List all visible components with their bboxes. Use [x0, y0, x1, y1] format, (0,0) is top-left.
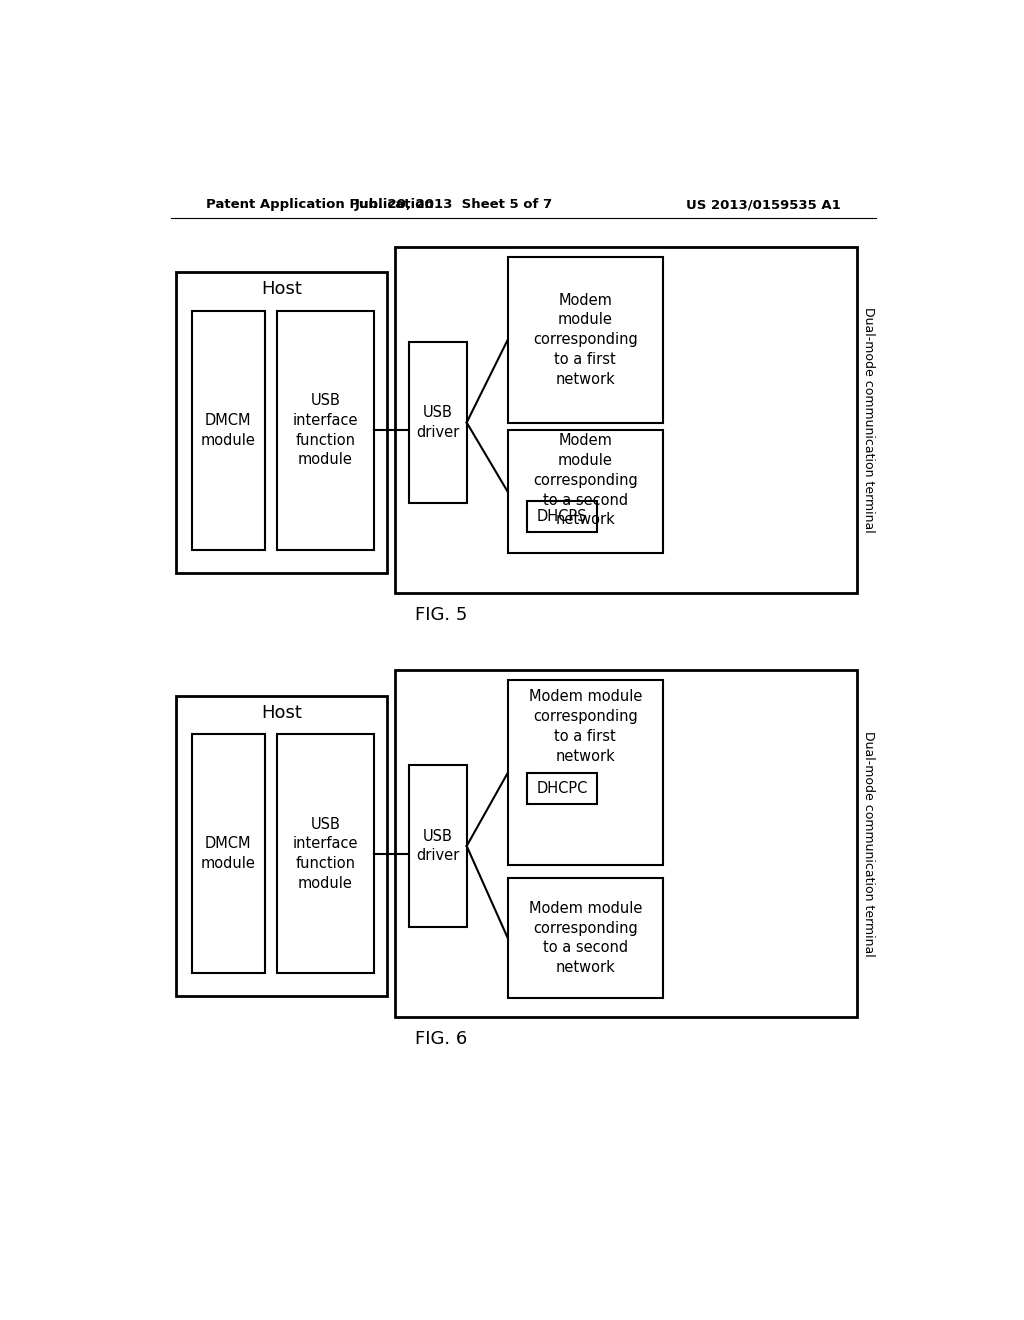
Bar [527, 774, 597, 804]
Bar [508, 681, 663, 866]
Bar [409, 342, 467, 503]
Bar [395, 671, 856, 1016]
Text: Modem module
corresponding
to a second
network: Modem module corresponding to a second n… [528, 900, 642, 975]
Bar [191, 312, 265, 549]
Bar [276, 312, 374, 549]
Bar [527, 502, 597, 532]
Bar [176, 696, 387, 997]
Bar [395, 247, 856, 594]
Text: Jun. 20, 2013  Sheet 5 of 7: Jun. 20, 2013 Sheet 5 of 7 [354, 198, 553, 211]
Text: US 2013/0159535 A1: US 2013/0159535 A1 [686, 198, 841, 211]
Text: USB
interface
function
module: USB interface function module [293, 393, 358, 467]
Text: Modem
module
corresponding
to a first
network: Modem module corresponding to a first ne… [532, 293, 638, 387]
Bar [276, 734, 374, 973]
Text: Host: Host [261, 704, 302, 722]
Text: USB
interface
function
module: USB interface function module [293, 817, 358, 891]
Text: DMCM
module: DMCM module [201, 413, 256, 447]
Text: USB
driver: USB driver [416, 405, 459, 440]
Text: USB
driver: USB driver [416, 829, 459, 863]
Text: Patent Application Publication: Patent Application Publication [206, 198, 433, 211]
Text: DMCM
module: DMCM module [201, 837, 256, 871]
Bar [191, 734, 265, 973]
Text: Dual-mode communication terminal: Dual-mode communication terminal [862, 308, 876, 533]
Text: Modem module
corresponding
to a first
network: Modem module corresponding to a first ne… [528, 689, 642, 764]
Bar [409, 766, 467, 927]
Text: DHCPS: DHCPS [537, 510, 587, 524]
Text: FIG. 6: FIG. 6 [415, 1030, 467, 1048]
Text: Modem
module
corresponding
to a second
network: Modem module corresponding to a second n… [532, 433, 638, 528]
Bar [508, 878, 663, 998]
Bar [176, 272, 387, 573]
Bar [508, 257, 663, 422]
Text: DHCPC: DHCPC [537, 780, 588, 796]
Bar [508, 430, 663, 553]
Text: Host: Host [261, 280, 302, 298]
Text: FIG. 5: FIG. 5 [415, 606, 467, 624]
Text: Dual-mode communication terminal: Dual-mode communication terminal [862, 731, 876, 957]
